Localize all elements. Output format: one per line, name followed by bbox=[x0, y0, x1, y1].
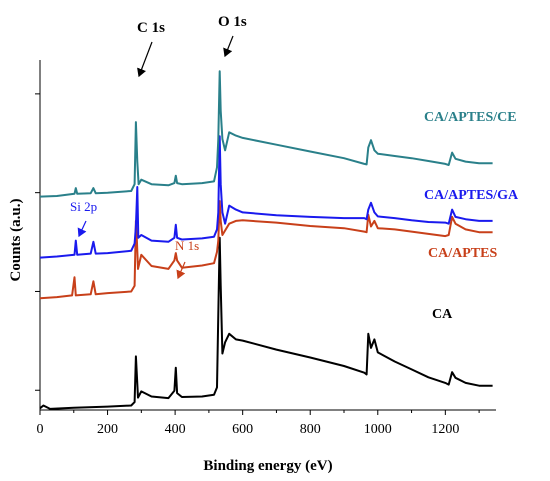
axes bbox=[39, 60, 496, 411]
x-tick-label: 400 bbox=[165, 422, 186, 437]
x-ticks: 0 200 400 600 800 1000 1200 bbox=[37, 410, 480, 437]
series-line-ca-aptes-ce bbox=[39, 70, 493, 198]
series-line-ca-aptes bbox=[39, 200, 493, 300]
peak-label: O 1s bbox=[218, 14, 247, 30]
series-line-ca bbox=[39, 236, 493, 410]
peak-arrow bbox=[176, 261, 186, 280]
peak-arrow bbox=[223, 35, 234, 58]
peak-label: C 1s bbox=[137, 20, 165, 36]
series-lines bbox=[39, 70, 493, 410]
peak-arrow bbox=[137, 41, 153, 78]
series-label: CA bbox=[432, 307, 453, 322]
peak-annotations: C 1s O 1s Si 2p N 1s bbox=[70, 14, 247, 280]
x-tick-label: 0 bbox=[37, 422, 44, 437]
series-label: CA/APTES bbox=[428, 246, 497, 261]
series-line-ca-aptes-ga bbox=[39, 135, 493, 259]
y-axis-title: Counts (a.u.) bbox=[8, 199, 24, 282]
series-label: CA/APTES/GA bbox=[424, 188, 519, 203]
peak-label: N 1s bbox=[175, 238, 199, 253]
series-labels: CA CA/APTES CA/APTES/GA CA/APTES/CE bbox=[424, 110, 519, 322]
x-tick-label: 200 bbox=[97, 422, 118, 437]
x-tick-label: 800 bbox=[300, 422, 321, 437]
peak-label: Si 2p bbox=[70, 199, 97, 214]
peak-arrow bbox=[77, 220, 87, 238]
y-ticks bbox=[35, 93, 40, 391]
x-axis-title: Binding energy (eV) bbox=[203, 458, 332, 474]
series-label: CA/APTES/CE bbox=[424, 110, 517, 125]
x-tick-label: 600 bbox=[232, 422, 253, 437]
x-tick-label: 1000 bbox=[364, 422, 392, 437]
x-tick-label: 1200 bbox=[431, 422, 459, 437]
